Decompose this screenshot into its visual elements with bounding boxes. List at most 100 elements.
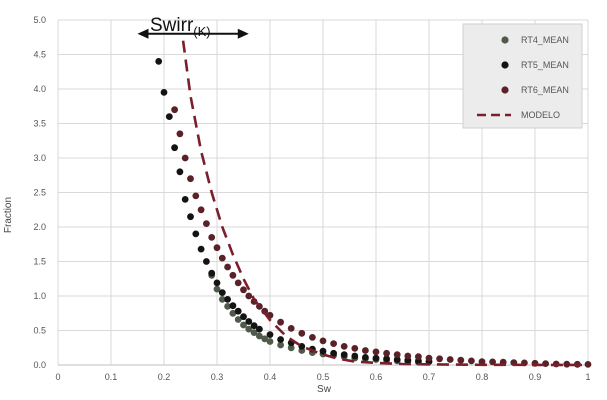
legend-swatch: [501, 86, 509, 94]
legend: RT4_MEAN RT5_MEAN RT6_MEAN MODELO: [462, 23, 583, 129]
data-point: [277, 336, 284, 343]
x-tick-label: 0.4: [264, 372, 277, 382]
legend-label: RT5_MEAN: [521, 60, 569, 70]
data-point: [224, 296, 232, 303]
legend-swatch: [501, 36, 509, 44]
data-point: [266, 331, 274, 338]
data-point: [372, 348, 380, 356]
data-point: [404, 352, 412, 360]
data-point: [330, 349, 337, 357]
data-point: [383, 349, 390, 357]
annotation-subscript: (K): [193, 24, 210, 39]
legend-swatch: [501, 61, 509, 69]
legend-item: RT5_MEAN: [501, 60, 569, 70]
data-point: [192, 230, 200, 238]
legend-item: MODELO: [477, 110, 560, 120]
y-tick-label: 0.0: [33, 360, 46, 370]
y-tick-label: 1.5: [33, 257, 46, 267]
data-point: [245, 325, 253, 333]
annotation-main: Swirr: [150, 15, 194, 36]
data-point: [203, 220, 210, 228]
data-point: [176, 168, 184, 176]
data-point: [319, 347, 327, 355]
legend-box: [462, 23, 583, 129]
data-point: [393, 351, 401, 358]
data-point: [446, 356, 454, 363]
data-point: [266, 338, 274, 345]
data-point: [187, 175, 194, 183]
data-point: [287, 325, 295, 332]
data-point: [208, 234, 216, 241]
x-tick-label: 0: [55, 372, 60, 382]
annotation-text: Swirr(K): [150, 15, 211, 39]
data-point: [277, 318, 284, 326]
data-point: [298, 329, 306, 337]
data-point: [181, 196, 189, 203]
series-layer: [155, 40, 592, 368]
swirr-annotation: Swirr(K): [137, 15, 249, 39]
data-point: [218, 254, 226, 262]
data-point: [224, 303, 232, 310]
x-tick-label: 0.3: [211, 372, 224, 382]
data-point: [584, 361, 592, 368]
data-point: [563, 360, 571, 368]
data-point: [171, 144, 179, 152]
x-tick-label: 0.5: [317, 372, 330, 382]
x-tick-label: 0.9: [529, 372, 542, 382]
y-tick-label: 1.0: [33, 291, 46, 301]
data-point: [245, 292, 253, 300]
annotation-arrowhead-right: [237, 28, 249, 39]
data-point: [218, 296, 226, 303]
y-tick-label: 4.0: [33, 84, 46, 94]
data-point: [383, 355, 390, 363]
data-point: [362, 347, 369, 354]
data-point: [340, 343, 348, 350]
data-point: [213, 285, 221, 293]
y-tick-label: 2.5: [33, 188, 46, 198]
data-point: [261, 335, 269, 343]
data-point: [192, 192, 200, 200]
y-tick-label: 2.0: [33, 222, 46, 232]
x-tick-label: 1: [585, 372, 590, 382]
data-point: [256, 325, 263, 333]
data-point: [372, 354, 380, 362]
data-point: [256, 332, 263, 340]
legend-label: RT6_MEAN: [521, 85, 569, 95]
data-point: [287, 344, 295, 352]
x-tick-label: 0.8: [476, 372, 489, 382]
data-point: [155, 58, 163, 65]
data-point: [176, 130, 184, 138]
data-point: [229, 271, 237, 279]
x-axis-label: Sw: [317, 384, 332, 395]
data-point: [197, 245, 205, 253]
data-point: [277, 341, 284, 349]
data-point: [240, 321, 247, 329]
legend-label: MODELO: [521, 110, 560, 120]
y-tick-label: 3.0: [33, 153, 46, 163]
series-rt6-mean: [171, 106, 592, 368]
data-point: [234, 279, 242, 287]
x-tick-label: 0.2: [158, 372, 171, 382]
data-point: [240, 313, 247, 321]
series-modelo: [181, 40, 589, 367]
x-tick-label: 0.6: [370, 372, 383, 382]
data-point: [436, 355, 443, 363]
data-point: [468, 357, 475, 365]
data-point: [351, 345, 359, 352]
data-point: [309, 334, 316, 341]
data-point: [229, 302, 237, 310]
y-tick-label: 3.5: [33, 119, 46, 129]
data-point: [250, 329, 258, 336]
data-point: [415, 353, 422, 361]
data-point: [160, 89, 168, 96]
data-point: [478, 358, 486, 365]
y-tick-label: 4.5: [33, 50, 46, 60]
x-tick-label: 0.7: [423, 372, 436, 382]
data-point: [340, 351, 348, 358]
data-point: [181, 154, 189, 162]
data-point: [213, 244, 221, 252]
axis-layer: Fraction Sw 0 0.1 0.2 0.3 0.4 0.5 0.6 0.7 0.8 0.9…: [3, 15, 591, 395]
model-curve: [181, 40, 589, 367]
